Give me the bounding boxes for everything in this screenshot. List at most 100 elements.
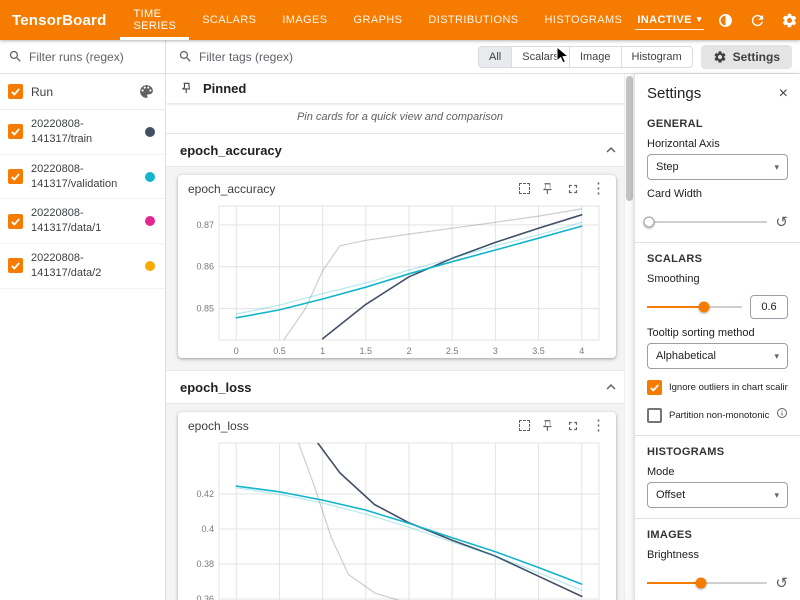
tag-toolbar: All Scalars Image Histogram Settings xyxy=(166,40,800,74)
slider-thumb[interactable] xyxy=(644,217,655,228)
fit-domain-icon[interactable] xyxy=(519,183,530,194)
runs-header-row: Run xyxy=(0,74,165,110)
nav-tab-distributions[interactable]: DISTRIBUTIONS xyxy=(415,0,531,40)
cards-area: Pinned Pin cards for a quick view and co… xyxy=(166,74,634,600)
card-width-row: ↺ xyxy=(647,212,788,232)
scrollbar-thumb[interactable] xyxy=(626,76,633,201)
chip-image[interactable]: Image xyxy=(569,46,622,68)
chip-histogram[interactable]: Histogram xyxy=(621,46,693,68)
collapse-chevron-icon[interactable] xyxy=(602,378,620,396)
svg-text:0.38: 0.38 xyxy=(196,559,214,569)
close-icon[interactable]: × xyxy=(779,86,788,102)
svg-text:0.87: 0.87 xyxy=(196,220,214,230)
content-area: Run 20220808-141317/train 20220808-14131… xyxy=(0,40,800,600)
more-options-icon[interactable]: ⋮ xyxy=(591,418,606,433)
nav-tab-time-series[interactable]: TIME SERIES xyxy=(120,0,189,40)
select-all-runs-checkbox[interactable] xyxy=(8,84,23,99)
nav-tab-graphs[interactable]: GRAPHS xyxy=(341,0,416,40)
svg-text:1.5: 1.5 xyxy=(360,346,373,356)
run-color-dot xyxy=(145,127,155,137)
fullscreen-icon[interactable] xyxy=(566,419,580,433)
card-title: epoch_loss xyxy=(188,419,249,433)
histogram-mode-value: Offset xyxy=(656,489,685,501)
reload-status-dropdown[interactable]: INACTIVE ▾ xyxy=(635,11,703,30)
section-epoch-accuracy: epoch_accuracy epoch_accuracy xyxy=(166,134,634,371)
run-row-data-1[interactable]: 20220808-141317/data/1 xyxy=(0,199,165,244)
svg-text:0.42: 0.42 xyxy=(196,489,214,499)
divider xyxy=(635,435,800,436)
histograms-heading: HISTOGRAMS xyxy=(647,446,788,458)
theme-toggle-icon[interactable] xyxy=(716,10,736,30)
tooltip-sort-select[interactable]: Alphabetical ▾ xyxy=(647,343,788,369)
vertical-scrollbar[interactable] xyxy=(624,74,634,600)
run-label: 20220808-141317/data/1 xyxy=(31,206,137,236)
fullscreen-icon[interactable] xyxy=(566,182,580,196)
chart-card-epoch-accuracy: epoch_accuracy ⋮ 00.511.522.533.540.850.… xyxy=(178,175,616,358)
chevron-down-icon: ▾ xyxy=(774,162,779,173)
partition-x-axis-checkbox[interactable] xyxy=(647,408,662,423)
settings-button[interactable]: Settings xyxy=(701,45,792,69)
images-heading: IMAGES xyxy=(647,529,788,541)
run-row-data-2[interactable]: 20220808-141317/data/2 xyxy=(0,244,165,289)
card-actions: ⋮ xyxy=(519,418,606,433)
epoch-accuracy-chart[interactable]: 00.511.522.533.540.850.860.87 xyxy=(185,198,609,358)
tooltip-sort-label: Tooltip sorting method xyxy=(647,327,788,339)
run-label: 20220808-141317/validation xyxy=(31,162,137,192)
smoothing-value-input[interactable]: 0.6 xyxy=(750,295,788,319)
chip-all[interactable]: All xyxy=(478,46,512,68)
section-header-epoch-loss[interactable]: epoch_loss xyxy=(166,371,634,403)
chip-scalars[interactable]: Scalars xyxy=(511,46,570,68)
horizontal-axis-label: Horizontal Axis xyxy=(647,138,788,150)
run-checkbox[interactable] xyxy=(8,214,23,229)
pin-card-icon[interactable] xyxy=(541,419,555,433)
smoothing-slider[interactable] xyxy=(647,306,742,308)
svg-text:0.36: 0.36 xyxy=(196,594,214,600)
run-checkbox[interactable] xyxy=(8,258,23,273)
nav-tab-scalars[interactable]: SCALARS xyxy=(189,0,269,40)
collapse-chevron-icon[interactable] xyxy=(602,141,620,159)
search-icon xyxy=(178,49,193,64)
nav-tab-images[interactable]: IMAGES xyxy=(269,0,340,40)
run-list: 20220808-141317/train 20220808-141317/va… xyxy=(0,110,165,289)
brightness-slider[interactable] xyxy=(647,582,767,584)
run-checkbox[interactable] xyxy=(8,124,23,139)
filter-tags-input[interactable] xyxy=(199,50,470,64)
slider-thumb[interactable] xyxy=(696,578,707,589)
run-row-validation[interactable]: 20220808-141317/validation xyxy=(0,155,165,200)
histogram-mode-select[interactable]: Offset ▾ xyxy=(647,482,788,508)
horizontal-axis-select[interactable]: Step ▾ xyxy=(647,154,788,180)
pin-card-icon[interactable] xyxy=(541,182,555,196)
right-region: All Scalars Image Histogram Settings Pin… xyxy=(166,40,800,600)
main-nav: TIME SERIES SCALARS IMAGES GRAPHS DISTRI… xyxy=(120,0,635,40)
section-title: epoch_loss xyxy=(180,380,252,395)
section-header-epoch-accuracy[interactable]: epoch_accuracy xyxy=(166,134,634,166)
nav-tab-histograms[interactable]: HISTOGRAMS xyxy=(532,0,636,40)
partition-x-axis-checkbox-row[interactable]: Partition non-monotonic X axis xyxy=(647,406,788,424)
run-label: 20220808-141317/data/2 xyxy=(31,251,137,281)
card-header: epoch_accuracy ⋮ xyxy=(178,175,616,198)
chevron-down-icon: ▾ xyxy=(774,351,779,362)
slider-thumb[interactable] xyxy=(699,302,710,313)
card-width-label: Card Width xyxy=(647,188,788,200)
tensorboard-app: TensorBoard TIME SERIES SCALARS IMAGES G… xyxy=(0,0,800,600)
info-icon[interactable] xyxy=(776,406,788,424)
epoch-loss-chart[interactable]: 00.511.522.533.540.360.380.40.42 xyxy=(185,435,609,600)
run-checkbox[interactable] xyxy=(8,169,23,184)
divider xyxy=(635,242,800,243)
reset-icon[interactable]: ↺ xyxy=(775,215,788,230)
palette-icon[interactable] xyxy=(138,83,155,100)
ignore-outliers-checkbox[interactable] xyxy=(647,380,662,395)
run-color-dot xyxy=(145,216,155,226)
reset-icon[interactable]: ↺ xyxy=(775,576,788,591)
svg-text:0.4: 0.4 xyxy=(201,524,214,534)
refresh-icon[interactable] xyxy=(748,10,768,30)
card-width-slider[interactable] xyxy=(647,221,767,223)
fit-domain-icon[interactable] xyxy=(519,420,530,431)
runs-sidebar: Run 20220808-141317/train 20220808-14131… xyxy=(0,40,166,600)
filter-runs-input[interactable] xyxy=(29,50,157,64)
gear-icon[interactable] xyxy=(780,10,800,30)
settings-panel-header: Settings × xyxy=(647,74,788,112)
run-row-train[interactable]: 20220808-141317/train xyxy=(0,110,165,155)
more-options-icon[interactable]: ⋮ xyxy=(591,181,606,196)
ignore-outliers-checkbox-row[interactable]: Ignore outliers in chart scaling xyxy=(647,380,788,395)
